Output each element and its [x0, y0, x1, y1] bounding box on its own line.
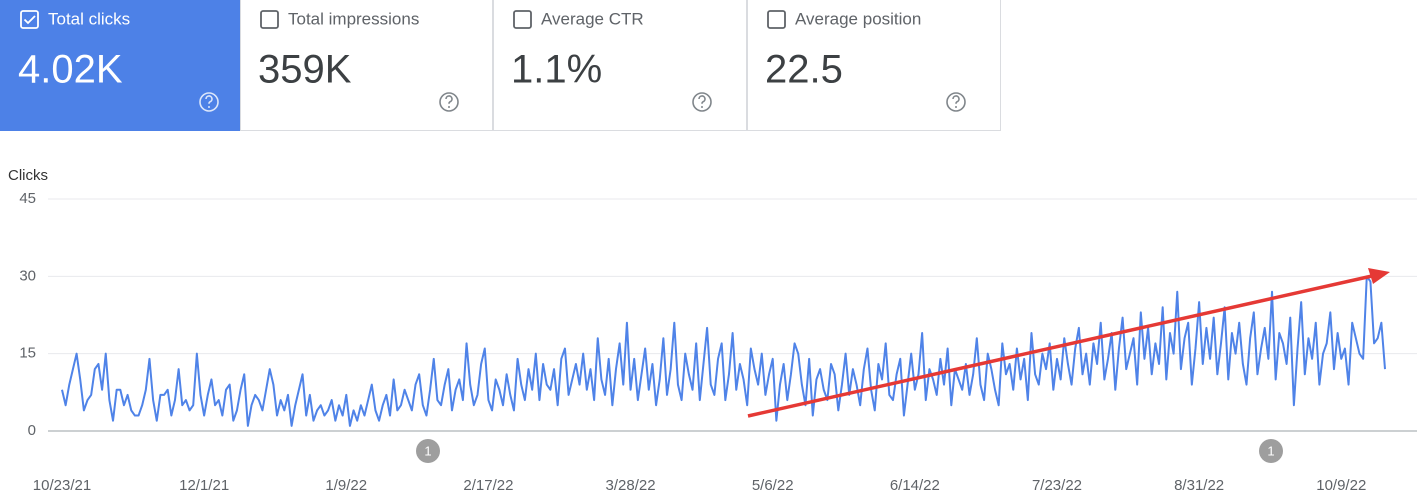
- help-icon-dot: [208, 106, 210, 108]
- card-background: [493, 0, 747, 131]
- card-background: [747, 0, 1001, 131]
- clicks-line: [61, 275, 1386, 427]
- x-tick-label: 12/1/21: [179, 477, 229, 494]
- y-tick-label: 30: [19, 267, 36, 284]
- help-icon[interactable]: [946, 92, 966, 112]
- card-label: Average CTR: [541, 9, 644, 28]
- checkbox[interactable]: [20, 10, 39, 29]
- annotation-marker[interactable]: 1: [416, 439, 440, 463]
- help-icon[interactable]: [439, 92, 459, 112]
- annotation-label: 1: [1267, 443, 1274, 458]
- checkbox[interactable]: [513, 10, 532, 29]
- y-axis-label: Clicks: [8, 167, 48, 184]
- card-value: 22.5: [765, 48, 843, 92]
- card-background: [0, 0, 240, 131]
- help-icon-glyph: [205, 95, 213, 104]
- card-value: 4.02K: [18, 48, 123, 92]
- card-value: 359K: [258, 48, 352, 92]
- card-value: 1.1%: [511, 48, 602, 92]
- y-tick-label: 45: [19, 190, 36, 207]
- x-tick-label: 10/9/22: [1316, 477, 1366, 494]
- card-label: Total impressions: [288, 9, 419, 28]
- y-tick-label: 15: [19, 345, 36, 362]
- help-icon-dot: [955, 106, 957, 108]
- metric-card[interactable]: Average position 22.5: [747, 0, 1001, 131]
- checkmark: [23, 15, 36, 25]
- help-icon[interactable]: [692, 92, 712, 112]
- card-label: Average position: [795, 9, 921, 28]
- help-icon-dot: [701, 106, 703, 108]
- checkbox[interactable]: [767, 10, 786, 29]
- checkbox[interactable]: [260, 10, 279, 29]
- arrow-shaft: [747, 274, 1373, 418]
- metric-card[interactable]: Total clicks 4.02K: [0, 0, 240, 131]
- x-tick-label: 2/17/22: [463, 477, 513, 494]
- annotation-label: 1: [424, 443, 431, 458]
- metric-card[interactable]: Average CTR 1.1%: [493, 0, 747, 131]
- x-tick-label: 8/31/22: [1174, 477, 1224, 494]
- x-tick-label: 1/9/22: [325, 477, 367, 494]
- x-tick-label: 7/23/22: [1032, 477, 1082, 494]
- annotation-circle: [1259, 439, 1283, 463]
- help-icon-glyph: [445, 95, 453, 104]
- card-background: [240, 0, 493, 131]
- x-tick-label: 10/23/21: [33, 477, 91, 494]
- help-icon-glyph: [698, 95, 706, 104]
- help-icon-dot: [448, 106, 450, 108]
- x-tick-label: 6/14/22: [890, 477, 940, 494]
- x-tick-label: 3/28/22: [606, 477, 656, 494]
- trend-arrow: [747, 268, 1390, 418]
- x-tick-label: 5/6/22: [752, 477, 794, 494]
- card-label: Total clicks: [48, 9, 130, 28]
- arrow-head: [1368, 268, 1390, 284]
- metric-card[interactable]: Total impressions 359K: [240, 0, 493, 131]
- y-tick-label: 0: [28, 422, 36, 439]
- help-icon-glyph: [952, 95, 960, 104]
- help-icon[interactable]: [199, 92, 219, 112]
- annotation-circle: [416, 439, 440, 463]
- annotation-marker[interactable]: 1: [1259, 439, 1283, 463]
